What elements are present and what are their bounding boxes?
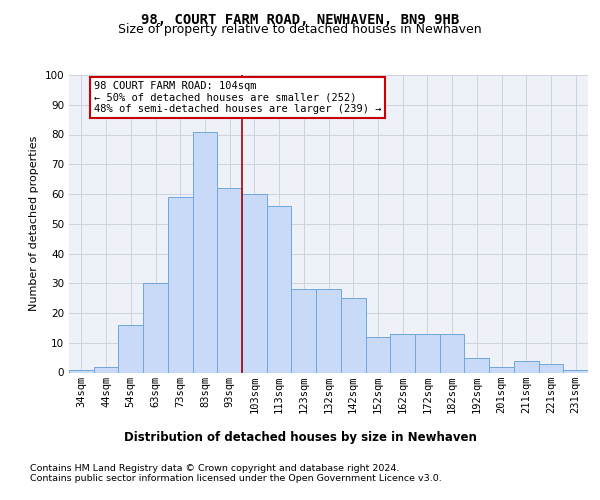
Bar <box>415 334 440 372</box>
Text: 98, COURT FARM ROAD, NEWHAVEN, BN9 9HB: 98, COURT FARM ROAD, NEWHAVEN, BN9 9HB <box>141 12 459 26</box>
Bar <box>316 289 341 372</box>
Bar <box>217 188 242 372</box>
Bar <box>69 370 94 372</box>
Bar <box>143 283 168 372</box>
Text: Size of property relative to detached houses in Newhaven: Size of property relative to detached ho… <box>118 24 482 36</box>
Bar <box>390 334 415 372</box>
Bar <box>168 197 193 372</box>
Text: Distribution of detached houses by size in Newhaven: Distribution of detached houses by size … <box>124 431 476 444</box>
Bar <box>563 370 588 372</box>
Bar <box>489 366 514 372</box>
Y-axis label: Number of detached properties: Number of detached properties <box>29 136 39 312</box>
Bar <box>193 132 217 372</box>
Bar <box>242 194 267 372</box>
Bar <box>118 325 143 372</box>
Text: 98 COURT FARM ROAD: 104sqm
← 50% of detached houses are smaller (252)
48% of sem: 98 COURT FARM ROAD: 104sqm ← 50% of deta… <box>94 81 381 114</box>
Bar <box>292 289 316 372</box>
Text: Contains HM Land Registry data © Crown copyright and database right 2024.: Contains HM Land Registry data © Crown c… <box>30 464 400 473</box>
Bar <box>341 298 365 372</box>
Text: Contains public sector information licensed under the Open Government Licence v3: Contains public sector information licen… <box>30 474 442 483</box>
Bar <box>94 366 118 372</box>
Bar <box>514 360 539 372</box>
Bar <box>464 358 489 372</box>
Bar <box>365 337 390 372</box>
Bar <box>539 364 563 372</box>
Bar <box>440 334 464 372</box>
Bar <box>267 206 292 372</box>
